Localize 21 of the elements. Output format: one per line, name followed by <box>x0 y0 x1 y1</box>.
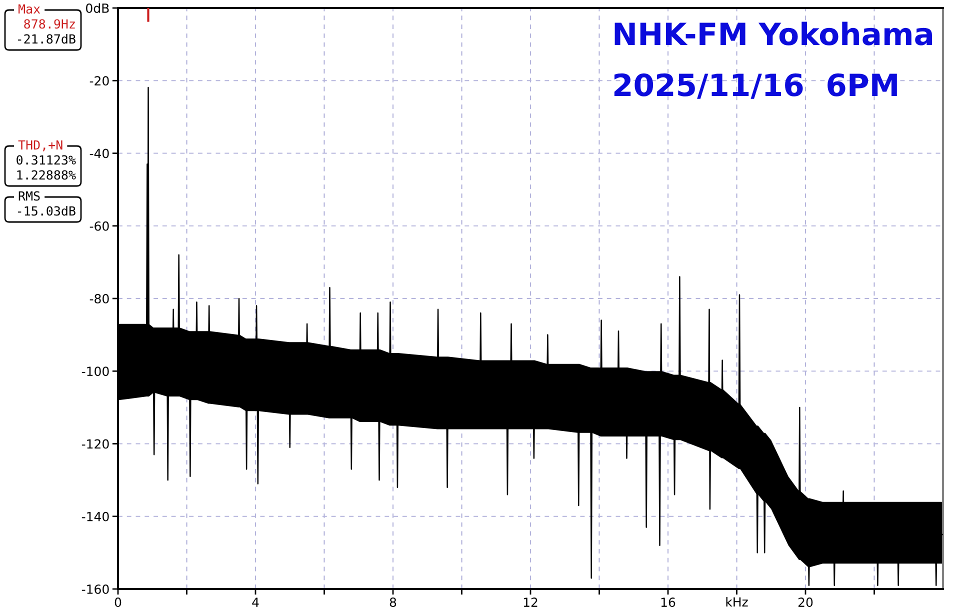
y-tick-label: -40 <box>90 148 109 158</box>
y-tick-label: -120 <box>82 439 109 449</box>
x-tick-label: 16 <box>661 598 676 608</box>
x-tick-label: 20 <box>798 598 813 608</box>
y-tick-label: -20 <box>90 76 109 86</box>
y-tick-label: -60 <box>90 221 109 231</box>
y-tick-label: 0dB <box>86 3 109 13</box>
x-tick-label: 8 <box>390 598 396 608</box>
x-tick-label: 4 <box>252 598 259 607</box>
chart-title: NHK-FM Yokohama <box>614 22 932 46</box>
text: 2025/11/16 6PM <box>614 73 897 99</box>
y-tick-label: -80 <box>90 294 109 304</box>
y-tick-label: -140 <box>82 512 109 522</box>
text: RMS -15.03dB <box>18 191 76 216</box>
x-axis-title: kHz <box>726 596 748 606</box>
text: Max 878.9Hz -21.87dB <box>18 4 76 44</box>
text: THD,+N 0.31123% 1.22888% <box>16 140 76 180</box>
x-tick-label: 12 <box>524 598 538 607</box>
y-tick-label: -160 <box>82 584 109 594</box>
x-tick-label: 0 <box>114 598 122 608</box>
y-tick-label: -100 <box>82 366 109 376</box>
